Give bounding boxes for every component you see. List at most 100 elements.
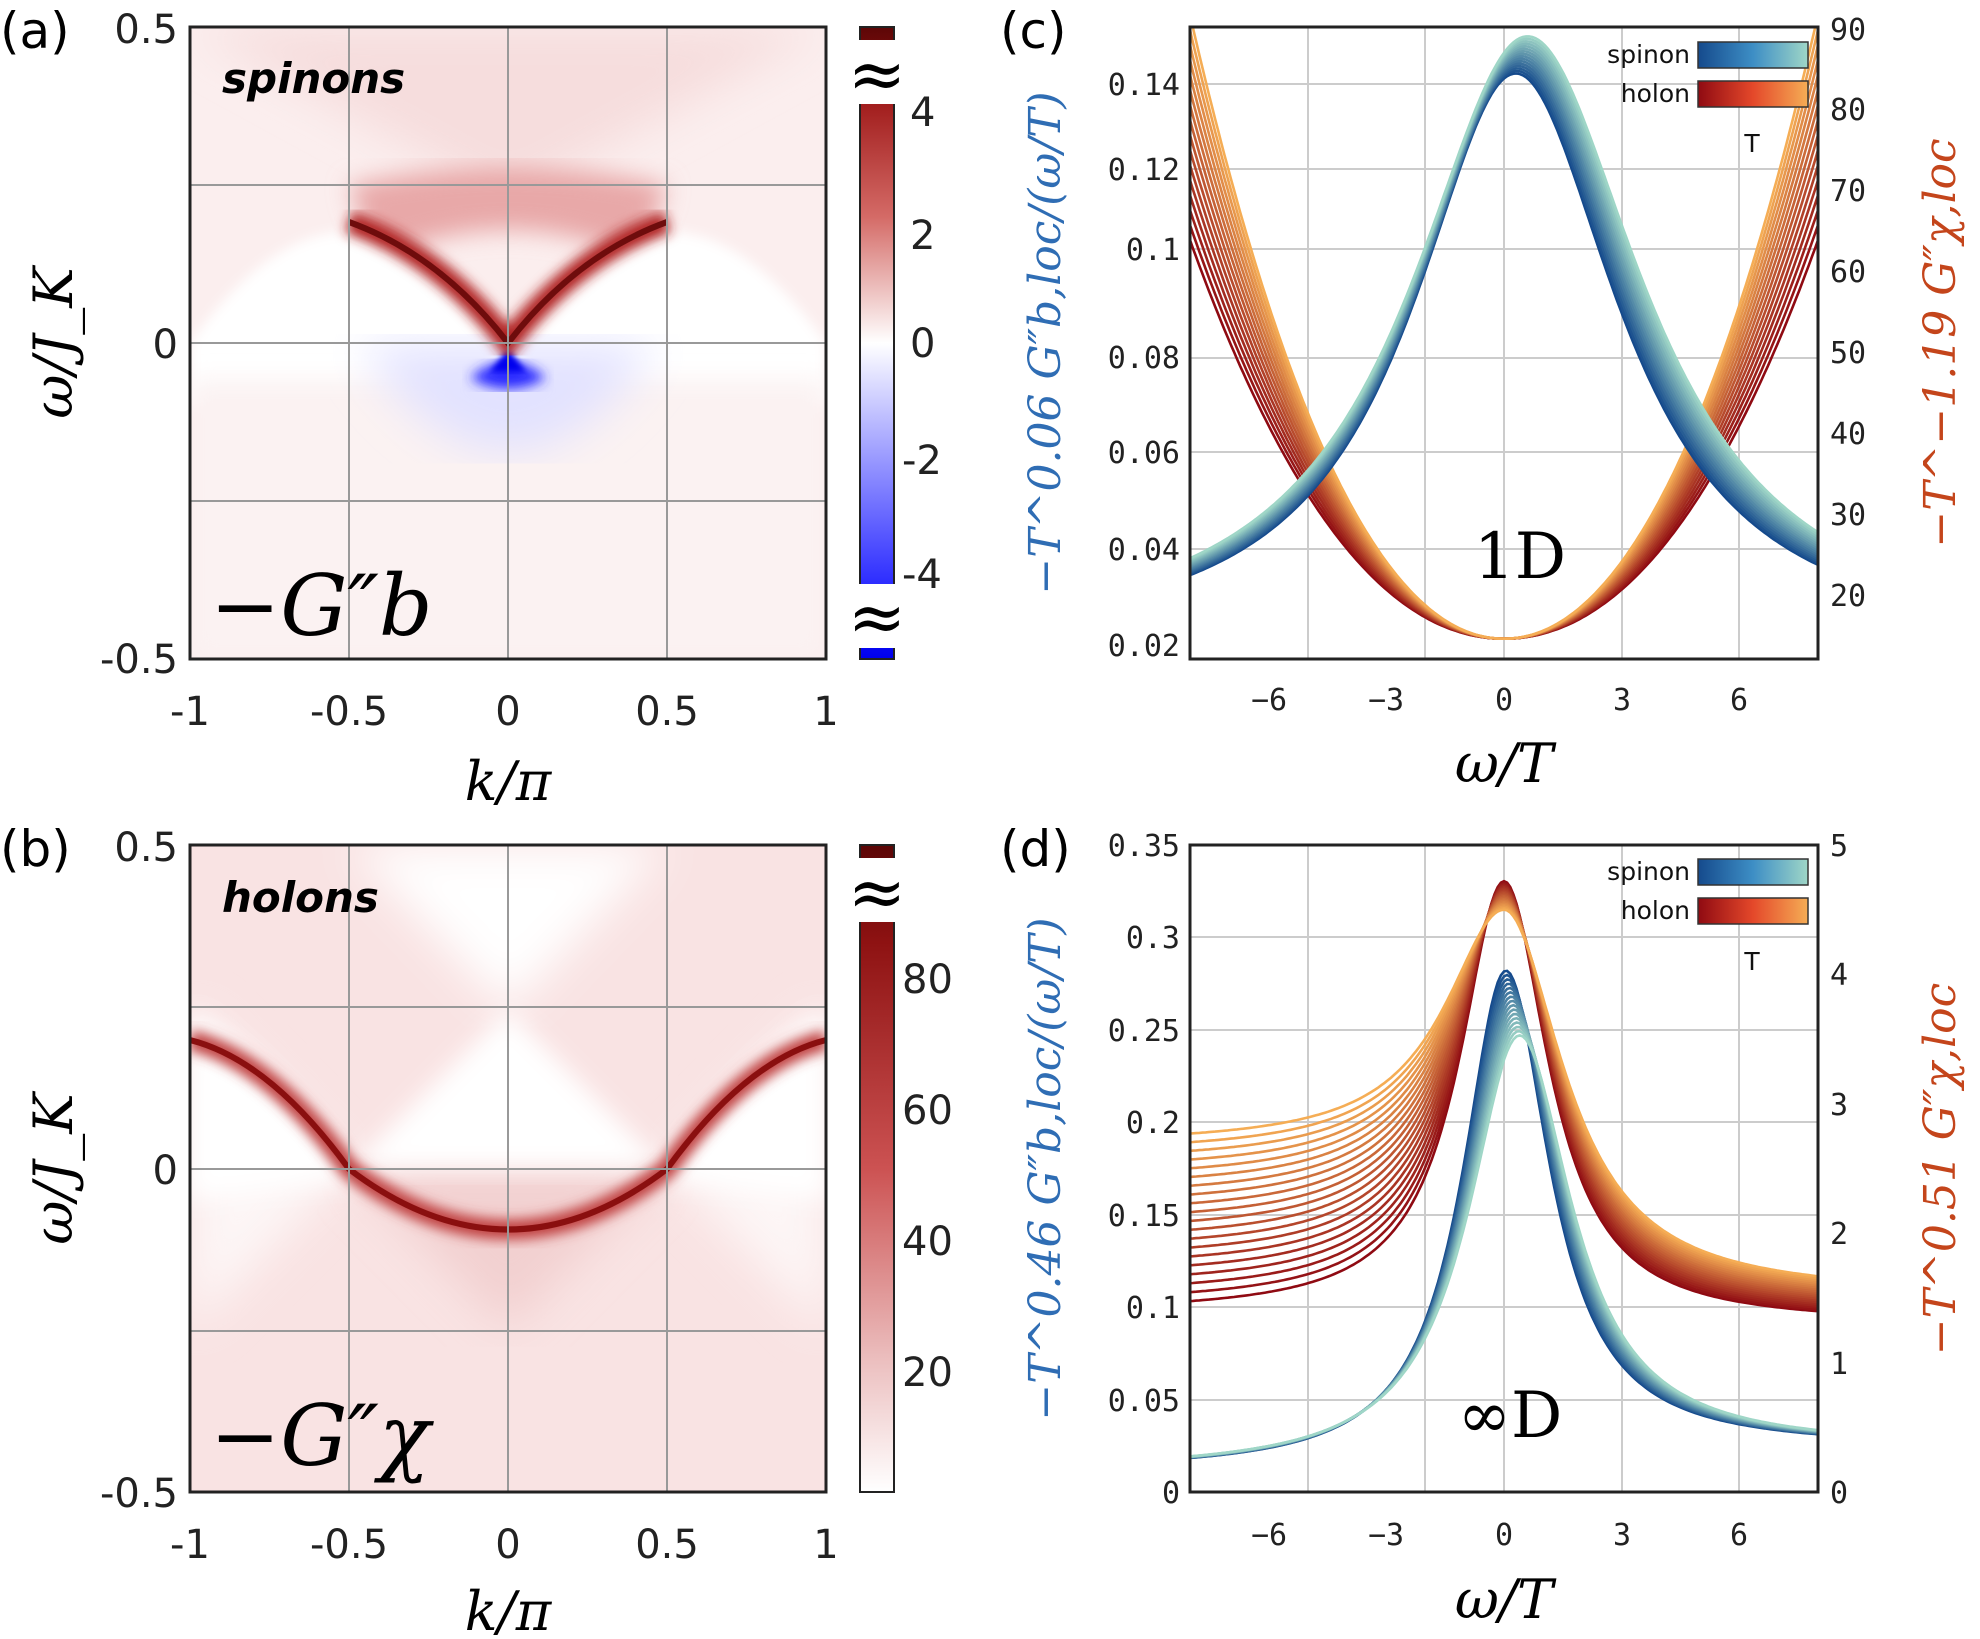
holon-curve-d-4 (1190, 885, 1818, 1306)
ytick-a-1: 0 (153, 322, 178, 368)
frame-a (188, 25, 828, 661)
tag-a: spinons (222, 54, 405, 103)
ytick-d-6: 0.05 (1108, 1384, 1180, 1419)
legend-d-spinon-label: spinon (1607, 857, 1690, 886)
xtick-a-0: -1 (170, 689, 210, 735)
legend-d-param: T (1743, 947, 1760, 976)
cbar-tick-b-2: 40 (902, 1219, 953, 1265)
legend-c-holon-label: holon (1621, 79, 1690, 108)
ytick-d-r0: 5 (1830, 829, 1848, 864)
ytick-c-r1: 80 (1830, 93, 1866, 128)
grid-b (190, 845, 826, 1492)
xtick-a-1: -0.5 (310, 689, 388, 735)
ytick-d-r5: 0 (1830, 1476, 1848, 1511)
ytick-d-r3: 2 (1830, 1217, 1848, 1252)
colorbar-a (859, 26, 895, 660)
ytick-d-0: 0.35 (1108, 829, 1180, 864)
cbar-tick-a-0: 4 (910, 90, 935, 136)
xtick-d-1: −3 (1368, 1518, 1404, 1553)
ytick-d-r1: 4 (1830, 958, 1848, 993)
holon-curve-d-15 (1190, 902, 1818, 1285)
frame-b (188, 843, 828, 1494)
xtick-d-0: −6 (1251, 1518, 1287, 1553)
func-label-a: −G″b (210, 557, 433, 655)
legend-d: spinon holon T (1607, 857, 1809, 976)
ytick-c-r0: 90 (1830, 13, 1866, 48)
legend-c-spinon-swatch (1697, 41, 1809, 69)
holon-curve-d-6 (1190, 888, 1818, 1302)
ytick-a-0: 0.5 (114, 7, 178, 53)
ytick-c-r3: 60 (1830, 255, 1866, 290)
holon-curve-d-0 (1190, 879, 1818, 1313)
ytick-c-r4: 50 (1830, 336, 1866, 371)
ytick-c-r7: 20 (1830, 579, 1866, 614)
colorbar-break-symbol-bottom-a: ≈ (848, 576, 907, 658)
xlabel-b: k/π (465, 1580, 553, 1639)
xtick-c-0: −6 (1251, 683, 1287, 718)
ylabel-right-c: −T^−1.19 G″χ,loc (1915, 138, 1966, 547)
xtick-d-3: 3 (1613, 1518, 1631, 1553)
panel-label-b: (b) (0, 820, 71, 878)
cbar-tick-a-2: 0 (910, 321, 935, 367)
ytick-d-r2: 3 (1830, 1088, 1848, 1123)
xtick-b-3: 0.5 (635, 1522, 699, 1568)
ytick-d-7: 0 (1162, 1476, 1180, 1511)
ytick-c-4: 0.06 (1108, 436, 1180, 471)
colorbar-b (859, 844, 895, 1493)
curves-d (1190, 879, 1818, 1460)
holon-curve-c-15 (1191, 27, 1817, 640)
ytick-c-3: 0.08 (1108, 341, 1180, 376)
ytick-a-2: -0.5 (100, 637, 178, 683)
xtick-d-4: 6 (1730, 1518, 1748, 1553)
colorbar-break-bottom-a (851, 584, 903, 648)
ytick-d-r4: 1 (1830, 1347, 1848, 1382)
holon-curve-d-2 (1190, 882, 1818, 1309)
ytick-d-3: 0.2 (1126, 1106, 1180, 1141)
holon-curve-d-14 (1190, 900, 1818, 1287)
grid-c (1190, 27, 1818, 659)
frame-c (1188, 25, 1820, 661)
ytick-c-6: 0.02 (1108, 629, 1180, 664)
colorbar-break-symbol-b: ≈ (848, 851, 907, 933)
holon-curve-d-19 (1190, 908, 1818, 1278)
xlabel-a: k/π (465, 750, 553, 813)
xtick-a-3: 0.5 (635, 689, 699, 735)
ylabel-b: ω/J_K (22, 1091, 85, 1245)
ytick-c-2: 0.1 (1126, 233, 1180, 268)
dimension-label-d: ∞D (1458, 1379, 1563, 1453)
xtick-b-0: -1 (170, 1522, 210, 1568)
spinon-curve-c-15 (1190, 35, 1818, 560)
legend-d-spinon-swatch (1697, 858, 1809, 886)
xtick-c-3: 3 (1613, 683, 1631, 718)
ytick-c-r6: 30 (1830, 498, 1866, 533)
colorbar-break-top-a (851, 40, 903, 104)
curves-c (1190, 27, 1818, 640)
ytick-b-0: 0.5 (114, 825, 178, 871)
xtick-a-2: 0 (495, 689, 520, 735)
xtick-c-1: −3 (1368, 683, 1404, 718)
ytick-b-2: -0.5 (100, 1471, 178, 1517)
holon-curve-d-18 (1190, 906, 1818, 1280)
panel-b: -1 -0.5 0 0.5 1 0.5 0 -0.5 (b) k/π ω/J_K… (0, 820, 953, 1639)
legend-c: spinon holon T (1607, 40, 1809, 158)
ytick-c-1: 0.12 (1108, 153, 1180, 188)
grid-a (190, 27, 826, 659)
xlabel-d: ω/T (1455, 1568, 1557, 1631)
holon-curve-d-7 (1190, 890, 1818, 1300)
xtick-d-2: 0 (1495, 1518, 1513, 1553)
cbar-tick-b-1: 60 (902, 1088, 953, 1134)
holon-curve-d-8 (1190, 891, 1818, 1298)
xtick-a-4: 1 (813, 689, 838, 735)
dimension-label-c: 1D (1474, 520, 1566, 594)
holon-curve-d-17 (1190, 905, 1818, 1282)
cbar-tick-b-0: 80 (902, 957, 953, 1003)
ytick-c-0: 0.14 (1108, 68, 1180, 103)
xtick-c-2: 0 (1495, 683, 1513, 718)
tag-b: holons (222, 873, 379, 922)
ytick-d-4: 0.15 (1108, 1199, 1180, 1234)
legend-c-holon-swatch (1697, 80, 1809, 108)
ylabel-a: ω/J_K (22, 265, 85, 419)
holon-curve-d-1 (1190, 881, 1818, 1311)
holon-curve-d-10 (1190, 894, 1818, 1294)
panel-label-a: (a) (0, 2, 70, 60)
